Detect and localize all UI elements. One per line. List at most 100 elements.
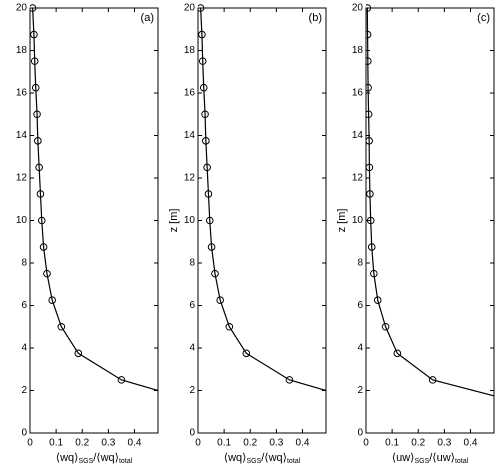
marker [198,30,206,39]
x-tick-label: 0.2 [243,438,257,449]
marker [37,216,46,225]
x-axis-label-part: /⟨wq⟩ [93,452,119,464]
y-tick-label: 12 [16,173,28,184]
y-tick-label: 10 [16,215,28,226]
y-tick-label: 14 [16,130,28,141]
marker [366,110,373,119]
y-tick-label: 0 [357,428,363,439]
marker [198,4,205,12]
x-tick-label: 0.4 [464,438,478,449]
x-axis-label-part: ⟨wq⟩ [224,452,247,464]
panel-label: (a) [141,12,154,24]
panel-label: (c) [477,12,490,24]
y-tick-label: 18 [16,45,28,56]
marker [242,349,251,358]
x-axis-label: ⟨uw⟩SGS/⟨uw⟩total [392,452,469,465]
x-tick-label: 0.3 [437,438,451,449]
marker [34,137,42,145]
x-tick-label: 0.4 [128,438,142,449]
x-tick-label: 0.3 [101,438,115,449]
x-axis-label-part: total [287,458,301,465]
marker [366,30,372,39]
profile-line [366,7,494,397]
y-tick-label: 6 [357,300,363,311]
x-tick-label: 0.1 [217,438,231,449]
marker [378,403,385,410]
marker [30,30,38,39]
x-tick-label: 0 [27,438,33,449]
marker [198,57,207,65]
marker [366,216,375,225]
y-tick-label: 6 [189,300,195,311]
panel: 0 2 4 6 8 10 12 14 16 18 20 0 0.1 0.2 0.3 0.4 (c) z [m] ⟨u… [336,3,495,465]
plot-area [366,4,494,397]
y-tick-label: 14 [352,130,364,141]
marker [36,190,45,198]
x-tick-label: 0.1 [385,438,399,449]
marker [74,349,83,358]
x-tick-label: 0 [195,438,201,449]
marker [381,322,390,331]
y-tick-label: 8 [189,258,195,269]
marker [366,57,372,65]
axes-frame [365,7,495,434]
y-tick-label: 4 [189,343,195,354]
x-tick-label: 0.1 [49,438,63,449]
y-tick-label: 14 [184,130,196,141]
y-tick-label: 2 [189,385,195,396]
x-tick-label: 0.2 [75,438,89,449]
marker [366,190,374,198]
y-tick-label: 2 [357,385,363,396]
marker [216,296,225,304]
x-axis-label-part: total [119,458,133,465]
marker [117,376,126,384]
y-tick-label: 10 [352,215,364,226]
y-axis-label: z [m] [336,209,348,233]
plot-area [30,4,158,392]
x-axis-label-part: /⟨uw⟩ [429,452,455,464]
marker [366,83,372,92]
x-axis-label: ⟨wq⟩SGS/⟨wq⟩total [56,452,133,465]
y-tick-label: 0 [189,428,195,439]
y-tick-label: 12 [352,173,364,184]
x-axis-label: ⟨wq⟩SGS/⟨wq⟩total [224,452,301,465]
y-tick-label: 2 [21,385,27,396]
marker [366,137,373,145]
y-tick-label: 20 [16,3,28,14]
axes-frame [197,7,327,434]
y-tick-label: 12 [184,173,196,184]
x-axis-label-part: /⟨wq⟩ [261,452,287,464]
panel-label: (b) [309,12,322,24]
y-tick-label: 20 [352,3,364,14]
marker [373,296,382,304]
marker [203,163,211,172]
x-axis-label-part: ⟨uw⟩ [392,452,415,464]
marker [30,57,39,65]
marker [285,376,294,384]
x-axis-label-part: SGS [414,458,429,465]
marker [370,269,378,278]
x-tick-label: 0 [363,438,369,449]
y-tick-label: 8 [21,258,27,269]
marker [205,216,214,225]
marker [428,376,437,384]
y-tick-label: 18 [352,45,364,56]
marker [31,83,40,92]
x-tick-label: 0.3 [269,438,283,449]
marker [366,163,374,172]
y-tick-label: 18 [184,45,196,56]
y-tick-label: 4 [21,343,27,354]
x-axis-label-part: total [455,458,469,465]
y-tick-label: 20 [184,3,196,14]
marker [199,83,208,92]
marker [201,110,209,119]
marker [207,243,216,251]
marker [204,190,213,198]
marker [393,349,402,358]
marker [30,4,37,12]
y-tick-label: 10 [184,215,196,226]
y-tick-label: 4 [357,343,363,354]
marker [43,269,51,278]
y-tick-label: 16 [352,88,364,99]
